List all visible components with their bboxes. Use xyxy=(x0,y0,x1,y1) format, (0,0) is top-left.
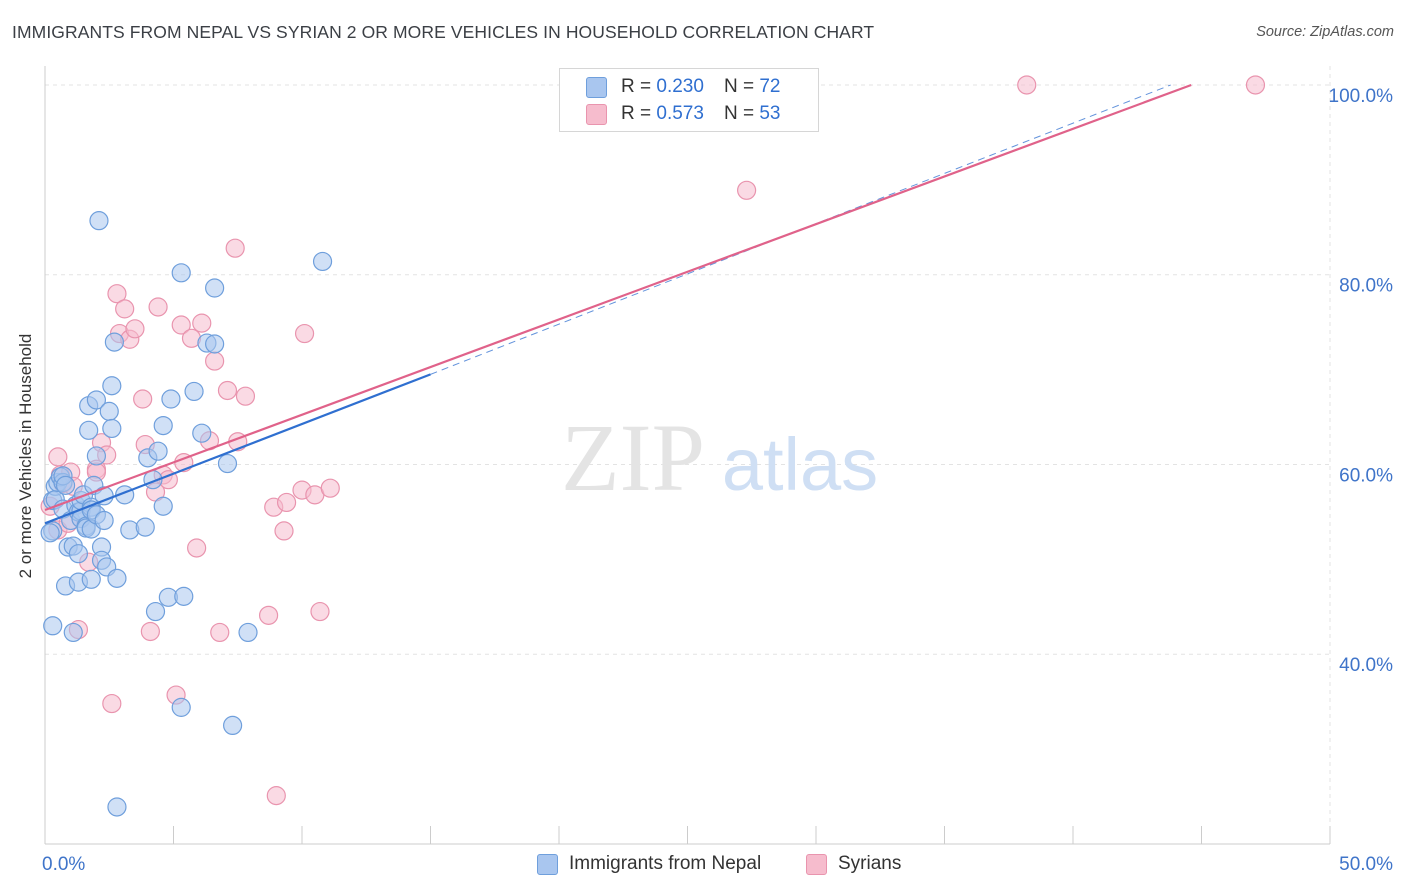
syrians-point xyxy=(187,538,207,558)
nepal-point xyxy=(153,496,173,516)
nepal-point xyxy=(63,622,83,643)
syrians-point xyxy=(737,180,757,200)
syrians-n-value: 53 xyxy=(759,103,781,124)
nepal-point xyxy=(102,418,122,439)
nepal-point xyxy=(102,376,122,396)
nepal-point xyxy=(55,475,76,495)
syrians-r-label: R = xyxy=(621,103,652,124)
syrians-point xyxy=(148,297,168,317)
nepal-point xyxy=(89,211,109,231)
nepal-point xyxy=(94,510,114,531)
syrians-point xyxy=(310,601,330,622)
series-nepal xyxy=(40,211,333,817)
syrians-point xyxy=(266,786,286,806)
chart-title: IMMIGRANTS FROM NEPAL VS SYRIAN 2 OR MOR… xyxy=(12,22,875,42)
bottom-nepal-label: Immigrants from Nepal xyxy=(569,853,762,874)
nepal-swatch xyxy=(586,76,607,98)
watermark-atlas: atlas xyxy=(722,423,878,506)
y-axis-label: 2 or more Vehicles in Household xyxy=(16,333,35,579)
correlation-legend: R = 0.230 N = 72 R = 0.573 N = 53 xyxy=(559,68,819,132)
syrians-point xyxy=(210,622,230,643)
watermark-zip: ZIP xyxy=(561,404,705,511)
syrians-swatch xyxy=(586,103,607,125)
y-tick-label: 60.0% xyxy=(1339,465,1393,486)
syrians-point xyxy=(1245,75,1266,95)
nepal-point xyxy=(135,517,155,537)
nepal-point xyxy=(104,332,124,352)
y-tick-label: 100.0% xyxy=(1329,86,1394,107)
legend-row-nepal: R = 0.230 N = 72 xyxy=(586,75,780,99)
syrians-point xyxy=(102,693,122,714)
syrians-point xyxy=(205,351,225,371)
syrians-point xyxy=(171,315,191,335)
syrians-point xyxy=(258,605,279,625)
nepal-point xyxy=(86,446,107,466)
nepal-point xyxy=(40,523,60,543)
axes xyxy=(44,66,1331,845)
nepal-r-label: R = xyxy=(621,76,652,97)
nepal-point xyxy=(107,568,127,588)
nepal-point xyxy=(217,453,238,474)
nepal-point xyxy=(43,616,63,636)
syrians-point xyxy=(115,299,135,319)
x-tick-label: 50.0% xyxy=(1339,854,1393,875)
nepal-point xyxy=(153,415,173,436)
nepal-point xyxy=(205,278,225,298)
syrians-point xyxy=(107,284,127,304)
syrians-point xyxy=(140,621,160,642)
source-label: Source: ZipAtlas.com xyxy=(1256,24,1394,40)
syrians-point xyxy=(125,319,145,339)
nepal-trendline xyxy=(44,373,431,525)
syrians-point xyxy=(48,447,68,467)
x-tick-label: 0.0% xyxy=(42,854,85,875)
nepal-point xyxy=(161,389,181,409)
nepal-point xyxy=(174,586,194,606)
syrians-r-value: 0.573 xyxy=(656,103,704,124)
nepal-point xyxy=(312,251,333,272)
nepal-point xyxy=(81,569,101,589)
nepal-point xyxy=(171,697,191,717)
nepal-point xyxy=(148,441,168,461)
syrians-n-label: N = xyxy=(723,103,755,124)
nepal-point xyxy=(223,715,243,736)
trendlines xyxy=(44,83,1192,525)
bottom-nepal-swatch xyxy=(537,853,558,875)
bottom-legend-nepal: Immigrants from Nepal xyxy=(537,852,761,876)
bottom-syrians-swatch xyxy=(806,853,827,875)
nepal-point xyxy=(238,622,258,643)
syrians-point xyxy=(217,380,238,401)
nepal-r-value: 0.230 xyxy=(656,76,704,97)
nepal-point xyxy=(99,401,119,421)
y-tick-labels: 40.0% 60.0% 80.0% 100.0% xyxy=(1329,86,1394,676)
syrians-point xyxy=(274,521,294,541)
syrians-point xyxy=(133,389,153,409)
bottom-syrians-label: Syrians xyxy=(838,853,902,874)
nepal-point xyxy=(94,486,114,506)
nepal-point xyxy=(171,263,191,283)
nepal-point xyxy=(192,423,212,443)
legend-row-syrians: R = 0.573 N = 53 xyxy=(586,102,780,126)
nepal-point xyxy=(205,334,225,354)
nepal-point xyxy=(79,420,99,440)
bottom-legend-syrians: Syrians xyxy=(806,852,901,876)
nepal-point xyxy=(86,390,107,410)
nepal-point xyxy=(107,797,127,817)
syrians-point xyxy=(1017,75,1037,95)
nepal-n-value: 72 xyxy=(759,76,781,97)
nepal-point xyxy=(145,601,166,622)
nepal-point xyxy=(184,381,204,402)
syrians-point xyxy=(276,492,297,513)
syrians-point xyxy=(294,323,315,344)
nepal-point xyxy=(68,544,89,564)
nepal-n-label: N = xyxy=(723,76,755,97)
syrians-point xyxy=(225,238,245,258)
syrians-point xyxy=(320,478,340,498)
x-tick-labels: 0.0% 50.0% xyxy=(42,854,1393,875)
y-tick-label: 40.0% xyxy=(1339,655,1393,676)
y-tick-label: 80.0% xyxy=(1339,276,1393,297)
syrians-point xyxy=(235,386,256,406)
syrians-point xyxy=(192,313,212,333)
syrians-trendline xyxy=(44,83,1192,512)
